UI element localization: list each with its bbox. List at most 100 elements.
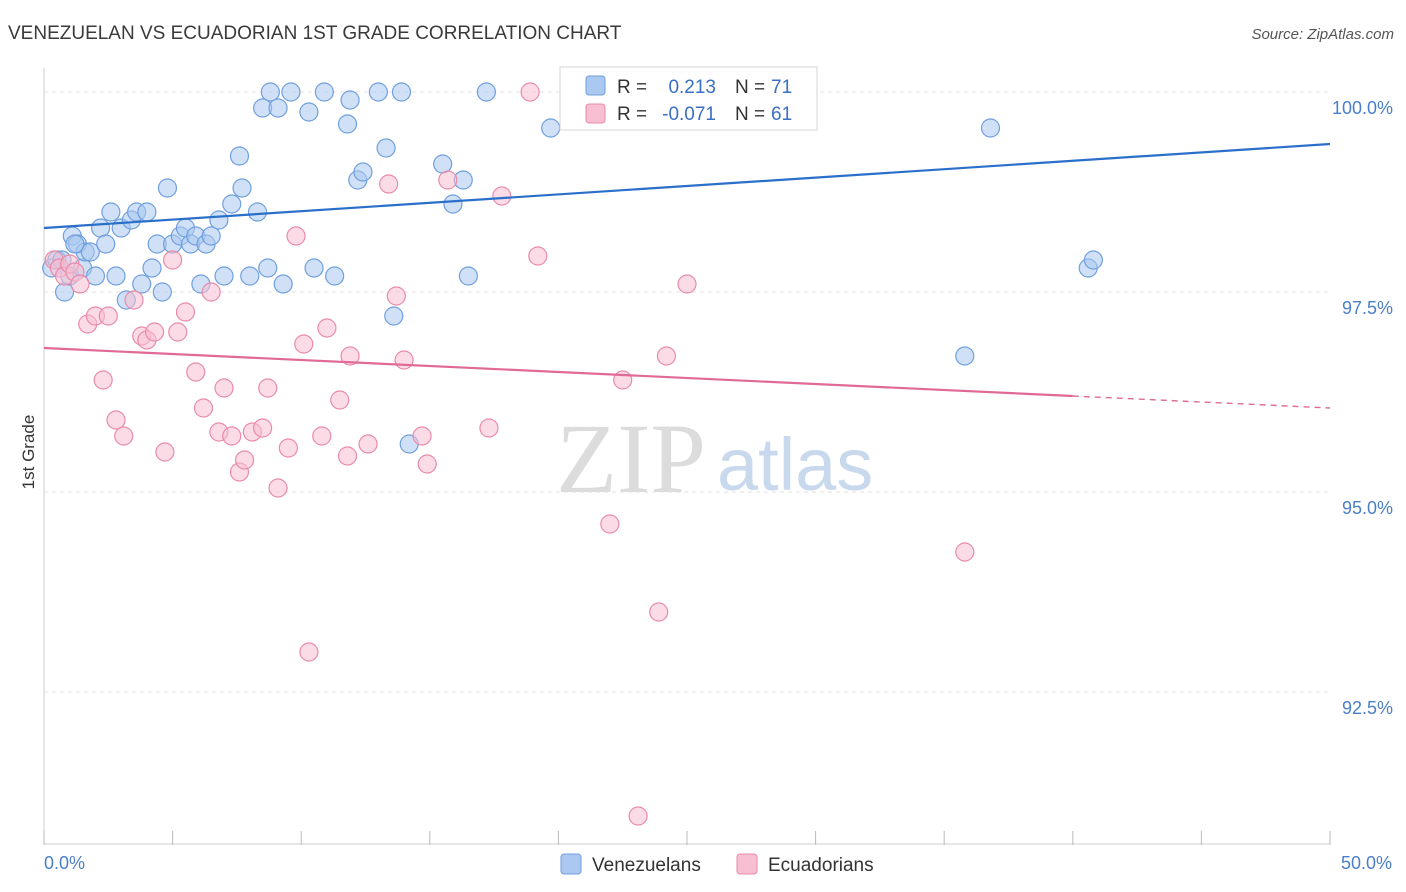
point-ecuadorians-21 [193,398,214,418]
point-ecuadorians-29 [253,418,273,438]
point-venezuelans-48 [314,82,334,102]
y-tick-labels: 100.0% 97.5% 95.0% 92.5% [1332,98,1393,718]
y-tick-label-1: 97.5% [1342,298,1393,318]
point-ecuadorians-31 [268,478,288,498]
point-ecuadorians-19 [175,302,196,322]
y-tick-label-0: 100.0% [1332,98,1393,118]
point-ecuadorians-15 [144,322,165,342]
point-ecuadorians-44 [394,350,414,370]
point-ecuadorians-49 [492,186,512,206]
legend-label-venezuelans: Venezuelans [592,855,701,876]
point-ecuadorians-27 [235,450,255,470]
point-ecuadorians-36 [312,426,332,446]
point-ecuadorians-32 [278,438,298,458]
point-ecuadorians-45 [412,426,432,446]
point-ecuadorians-46 [417,454,437,474]
point-venezuelans-62 [458,266,478,286]
trendline-ecuadorians [43,346,1073,398]
point-venezuelans-35 [222,194,242,214]
legend-swatch-ecuadorians [736,853,758,875]
point-venezuelans-51 [340,90,360,110]
point-ecuadorians-22 [201,282,221,302]
point-venezuelans-32 [201,226,221,246]
point-venezuelans-9 [80,242,100,262]
x-tick-label-max: 50.0% [1341,853,1392,873]
stats-legend: R = 0.213 N = 71 R = -0.071 N = 61 [559,66,818,131]
point-ecuadorians-25 [222,426,242,446]
point-venezuelans-33 [209,210,229,230]
point-venezuelans-69 [1083,250,1103,270]
point-ecuadorians-57 [656,346,677,366]
legend-swatch-venezuelans [560,853,582,875]
watermark-atlas: atlas [717,423,873,506]
point-venezuelans-10 [85,266,106,286]
point-venezuelans-11 [90,218,111,238]
y-axis-label: 1st Grade [19,415,38,490]
point-ecuadorians-24 [214,378,234,398]
point-ecuadorians-59 [955,542,975,562]
stats-r-value-ecuadorians: -0.071 [662,104,716,125]
point-venezuelans-50 [337,114,358,134]
point-venezuelans-39 [247,202,268,222]
trendline-ecuadorians-extension [1072,395,1331,409]
point-ecuadorians-51 [528,246,548,266]
point-venezuelans-45 [281,82,301,102]
point-venezuelans-47 [304,258,324,278]
point-ecuadorians-30 [258,378,278,398]
watermark: ZIP atlas [556,403,873,514]
point-venezuelans-14 [106,266,126,286]
series-ecuadorians-points [44,82,975,826]
point-venezuelans-24 [157,178,178,198]
point-ecuadorians-50 [520,82,540,102]
point-ecuadorians-58 [677,274,697,294]
point-ecuadorians-48 [479,418,499,438]
point-venezuelans-19 [132,274,152,294]
point-venezuelans-49 [325,266,345,286]
point-venezuelans-54 [368,82,388,102]
point-venezuelans-64 [541,118,561,138]
point-venezuelans-36 [229,146,250,166]
point-ecuadorians-39 [337,446,358,466]
point-venezuelans-41 [260,82,280,102]
chart-source: Source: ZipAtlas.com [1251,26,1394,43]
y-tick-label-3: 92.5% [1342,698,1393,718]
axes [43,68,1331,845]
point-venezuelans-38 [240,266,260,286]
stats-r-label-venezuelans: R = [617,77,647,98]
point-venezuelans-42 [258,258,278,278]
point-ecuadorians-41 [358,434,378,454]
y-tick-label-2: 95.0% [1342,498,1393,518]
point-venezuelans-46 [299,102,319,122]
point-venezuelans-34 [214,266,234,286]
point-venezuelans-56 [384,306,404,326]
point-venezuelans-60 [443,194,463,214]
point-ecuadorians-18 [168,322,188,342]
point-ecuadorians-35 [299,642,319,662]
point-ecuadorians-47 [438,170,458,190]
point-venezuelans-70 [65,234,85,254]
point-ecuadorians-40 [340,346,360,366]
point-ecuadorians-38 [330,390,350,410]
trendline-venezuelans [43,142,1331,230]
stats-n-label-ecuadorians: N = [735,104,765,125]
point-venezuelans-43 [268,98,288,118]
point-ecuadorians-16 [155,442,175,462]
point-ecuadorians-42 [379,174,399,194]
watermark-zip: ZIP [556,403,706,514]
stats-r-label-ecuadorians: R = [617,104,647,125]
point-ecuadorians-17 [163,250,183,270]
stats-n-value-venezuelans: 71 [771,77,792,98]
point-ecuadorians-37 [317,318,337,338]
chart-title: VENEZUELAN VS ECUADORIAN 1ST GRADE CORRE… [8,23,622,44]
point-venezuelans-20 [137,202,157,222]
point-ecuadorians-9 [98,306,118,326]
stats-swatch-ecuadorians [585,103,606,124]
series-venezuelans-points [42,82,1103,454]
point-venezuelans-57 [391,82,412,102]
point-ecuadorians-56 [649,602,669,622]
x-tick-label-min: 0.0% [44,853,85,873]
legend-label-ecuadorians: Ecuadorians [768,855,874,876]
point-ecuadorians-43 [386,286,406,306]
point-venezuelans-37 [232,178,252,198]
